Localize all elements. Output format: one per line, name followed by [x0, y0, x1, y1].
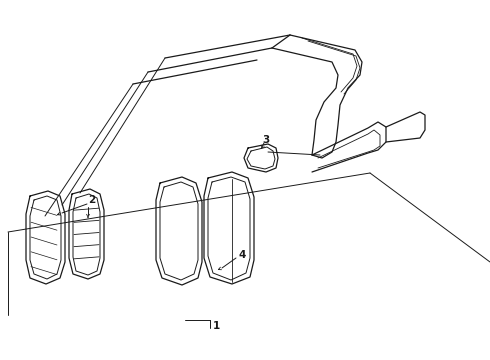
Text: 2: 2	[88, 195, 95, 205]
Text: 3: 3	[262, 135, 269, 145]
Text: 1: 1	[213, 321, 220, 331]
Text: 4: 4	[238, 250, 245, 260]
